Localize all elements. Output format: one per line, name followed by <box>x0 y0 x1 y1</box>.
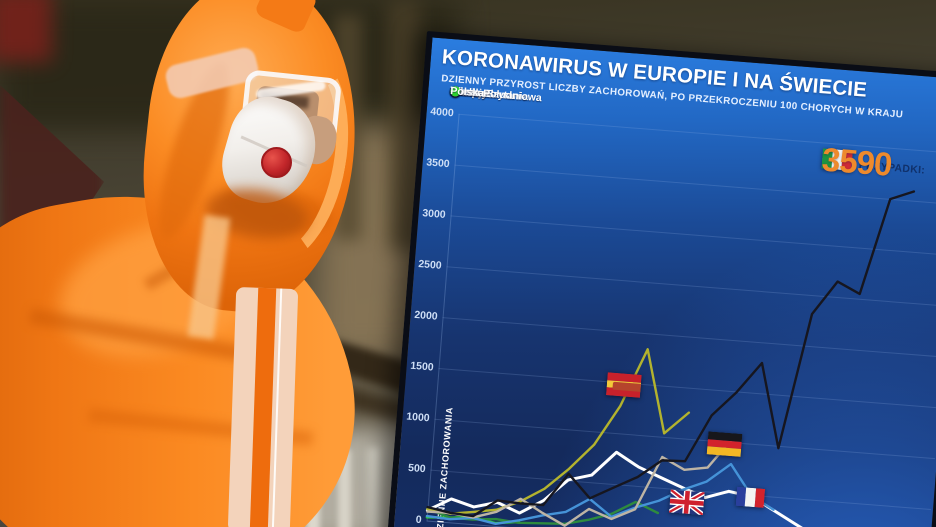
y-tick-label-0: 0 <box>415 513 423 527</box>
fence-post <box>368 448 380 527</box>
y-tick-label-2500: 2500 <box>417 258 443 272</box>
suit-zipper <box>227 286 299 527</box>
y-tick-label-2000: 2000 <box>413 308 439 323</box>
france-flag-icon <box>735 486 766 508</box>
series-lines <box>425 190 916 527</box>
series-line-hiszpania <box>426 348 691 515</box>
legend-label-polska: Polska <box>449 85 485 100</box>
y-tick-label-3500: 3500 <box>425 156 451 171</box>
series-line-francja <box>425 462 775 525</box>
y-tick-label-3000: 3000 <box>421 207 447 222</box>
y-tick-label-1000: 1000 <box>405 410 431 425</box>
y-tick-label-1500: 1500 <box>409 359 435 374</box>
germany-flag-icon <box>706 431 743 457</box>
chart-panel: KORONAWIRUS W EUROPIE I NA ŚWIECIE DZIEN… <box>383 31 936 527</box>
plot-area: 0 500 1000 1500 2000 2500 3000 3500 4000 NOWE DZ… <box>406 106 936 527</box>
series-line-niemcy <box>426 436 735 527</box>
y-tick-label-500: 500 <box>407 461 427 476</box>
uk-flag-icon <box>668 489 705 516</box>
spain-flag-icon <box>605 372 642 398</box>
y-tick-label-4000: 4000 <box>429 105 455 120</box>
mask-valve <box>261 147 292 178</box>
callout-value: 3590 <box>820 139 893 183</box>
photo-blur-blob <box>0 0 52 62</box>
series-line-wielka-brytania <box>426 500 660 526</box>
series-line-w-ochy <box>426 190 916 518</box>
